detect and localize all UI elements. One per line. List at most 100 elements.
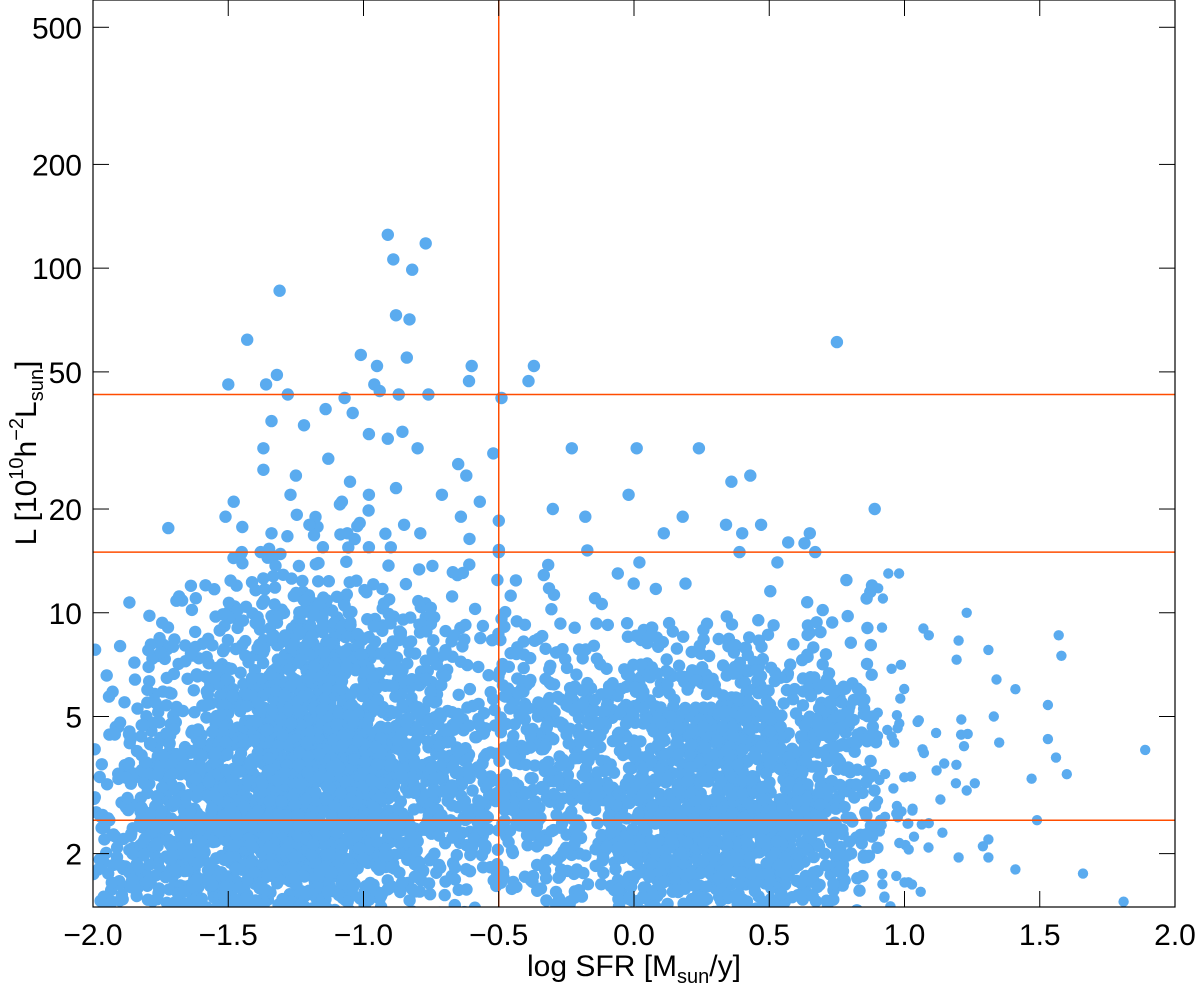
data-point: [674, 670, 688, 683]
data-point: [253, 882, 266, 895]
data-point: [847, 693, 861, 707]
data-point: [791, 858, 804, 872]
data-point: [301, 765, 314, 779]
data-point: [826, 741, 839, 754]
data-point: [551, 690, 564, 704]
data-point: [681, 683, 694, 696]
data-point: [791, 809, 804, 822]
data-point: [448, 873, 462, 886]
data-point: [199, 579, 212, 592]
data-point: [251, 642, 264, 655]
data-point: [432, 907, 444, 919]
data-point: [756, 823, 769, 836]
data-point: [502, 660, 515, 673]
data-point: [266, 703, 279, 716]
data-point: [660, 653, 673, 666]
data-point: [746, 751, 759, 764]
data-point: [506, 803, 520, 817]
data-point: [267, 614, 280, 627]
data-point: [697, 854, 710, 868]
data-point: [785, 891, 799, 904]
data-point: [307, 838, 320, 851]
data-point: [314, 899, 327, 907]
data-point: [445, 590, 459, 603]
data-point: [807, 850, 820, 864]
data-point: [256, 597, 269, 610]
data-point: [685, 738, 698, 752]
data-point: [763, 698, 777, 711]
data-point: [309, 786, 322, 799]
data-point: [354, 648, 368, 661]
data-point: [597, 852, 610, 865]
data-point: [317, 617, 330, 630]
data-point: [557, 845, 570, 858]
data-point: [142, 644, 155, 657]
data-point: [312, 747, 326, 761]
data-point: [309, 558, 322, 571]
data-point: [184, 805, 197, 818]
data-point: [501, 682, 515, 695]
data-point: [732, 877, 745, 890]
data-point: [284, 717, 298, 730]
data-point: [347, 880, 360, 893]
data-point: [348, 753, 361, 766]
data-point: [456, 640, 469, 653]
data-point: [217, 782, 230, 795]
data-point: [683, 821, 696, 834]
data-point: [381, 906, 385, 907]
data-point: [281, 530, 294, 543]
data-point: [743, 631, 756, 644]
data-point: [544, 677, 558, 691]
data-point: [230, 828, 243, 841]
data-point: [329, 903, 341, 907]
data-point: [381, 721, 394, 734]
data-point: [113, 859, 127, 872]
data-point: [661, 678, 674, 691]
data-point: [513, 819, 526, 832]
data-point: [505, 844, 519, 857]
data-point: [221, 633, 235, 647]
data-point: [757, 683, 770, 697]
data-point: [267, 859, 280, 873]
data-point: [217, 698, 231, 712]
data-point: [726, 640, 740, 653]
data-point: [581, 878, 595, 891]
data-point: [650, 631, 664, 644]
data-point: [477, 707, 491, 720]
data-point: [219, 871, 233, 884]
data-point: [510, 615, 523, 628]
data-point: [684, 761, 697, 774]
data-point: [284, 679, 298, 693]
data-point: [720, 744, 733, 757]
data-point: [816, 658, 829, 671]
data-point: [408, 858, 421, 871]
data-point: [191, 856, 204, 870]
data-point: [292, 819, 305, 833]
data-point: [532, 696, 545, 709]
data-point: [853, 884, 866, 897]
data-point: [790, 795, 804, 808]
data-point: [640, 712, 653, 726]
data-point: [419, 654, 432, 667]
data-point: [408, 870, 421, 883]
data-point: [244, 857, 258, 870]
data-point: [338, 599, 351, 612]
data-point: [268, 598, 281, 611]
data-point: [299, 793, 312, 806]
data-point: [761, 628, 775, 641]
data-point: [838, 800, 851, 814]
data-point: [767, 897, 781, 907]
data-point: [423, 723, 436, 736]
data-point: [287, 850, 301, 864]
data-point: [426, 559, 439, 573]
data-point: [227, 839, 241, 852]
data-point: [775, 819, 788, 832]
data-point: [594, 729, 607, 742]
data-point: [292, 559, 306, 573]
data-point: [899, 772, 910, 783]
data-point: [412, 707, 426, 721]
data-point: [187, 684, 200, 697]
data-point: [251, 805, 264, 818]
data-point: [611, 843, 624, 856]
data-point: [908, 831, 920, 842]
